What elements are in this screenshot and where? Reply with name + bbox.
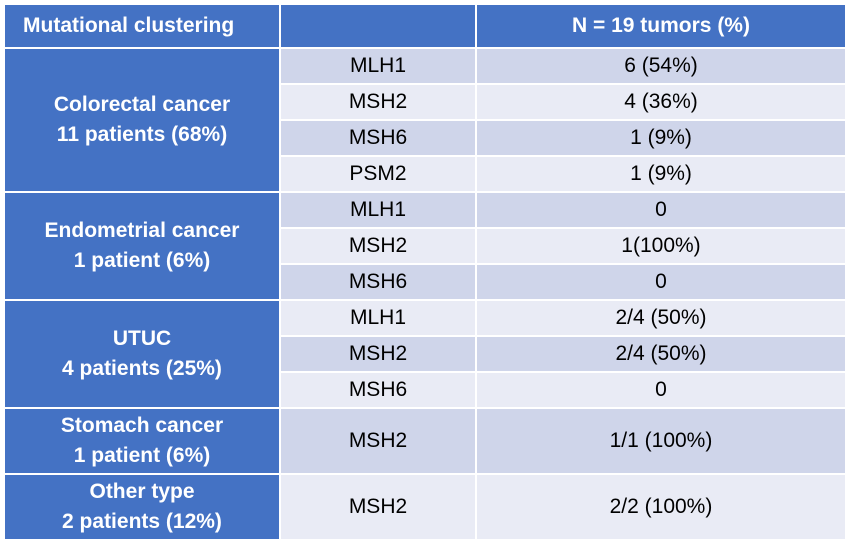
value-cell: 2/4 (50%) — [475, 335, 847, 373]
table-row: MSH6 0 — [4, 263, 847, 301]
value-cell: 0 — [475, 371, 847, 409]
group-name: Other type — [89, 479, 195, 503]
table-row: Colorectal cancer 11 patients (68%) MLH1… — [3, 47, 847, 193]
group-utuc: UTUC 4 patients (25%) — [3, 299, 281, 409]
gene-cell: MSH2 — [279, 335, 477, 373]
gene-cell: MSH6 — [279, 263, 477, 301]
value-cell: 4 (36%) — [475, 83, 847, 121]
group-endometrial-cancer: Endometrial cancer 1 patient (6%) — [3, 191, 281, 301]
table-row: Stomach cancer 1 patient (6%) MSH2 1/1 (… — [3, 407, 847, 475]
gene-cell: MSH2 — [279, 227, 477, 265]
group-other-type: Other type 2 patients (12%) — [3, 473, 281, 541]
gene-cell: MLH1 — [279, 47, 477, 85]
group-count: 1 patient (6%) — [73, 249, 211, 272]
table-row: PSM2 1 (9%) — [4, 155, 847, 193]
value-cell: 0 — [475, 263, 847, 301]
table-row: Other type 2 patients (12%) MSH2 2/2 (10… — [3, 473, 847, 541]
gene-cell: MLH1 — [279, 191, 477, 229]
table-row: MSH2 2/4 (50%) — [4, 335, 847, 373]
group-name: Endometrial cancer — [44, 218, 240, 242]
table-row: Endometrial cancer 1 patient (6%) MLH1 0 — [3, 191, 847, 301]
group-colorectal-cancer: Colorectal cancer 11 patients (68%) — [3, 47, 281, 193]
group-count: 4 patients (25%) — [62, 357, 222, 380]
group-count: 1 patient (6%) — [73, 444, 211, 467]
value-cell: 1/1 (100%) — [475, 407, 847, 475]
gene-cell: MLH1 — [279, 299, 477, 337]
gene-cell: PSM2 — [279, 155, 477, 193]
gene-cell: MSH2 — [279, 83, 477, 121]
value-cell: 1 (9%) — [475, 119, 847, 157]
group-name: Colorectal cancer — [53, 92, 231, 116]
table-row: MSH2 4 (36%) — [4, 83, 847, 121]
value-cell: 0 — [475, 191, 847, 229]
table-row: MSH2 1(100%) — [4, 227, 847, 265]
gene-cell: MSH6 — [279, 371, 477, 409]
mutational-clustering-table: Mutational clustering N = 19 tumors (%) … — [3, 3, 847, 541]
header-row: Mutational clustering N = 19 tumors (%) — [3, 3, 847, 49]
group-stomach-cancer: Stomach cancer 1 patient (6%) — [3, 407, 281, 475]
gene-cell: MSH2 — [279, 473, 477, 541]
value-cell: 1(100%) — [475, 227, 847, 265]
header-n-tumors: N = 19 tumors (%) — [475, 3, 847, 49]
table-row: UTUC 4 patients (25%) MLH1 2/4 (50%) — [3, 299, 847, 409]
header-mutational-clustering: Mutational clustering — [3, 3, 281, 49]
group-count: 2 patients (12%) — [62, 510, 222, 533]
group-name: Stomach cancer — [60, 413, 224, 437]
gene-cell: MSH6 — [279, 119, 477, 157]
value-cell: 6 (54%) — [475, 47, 847, 85]
gene-cell: MSH2 — [279, 407, 477, 475]
table-row: MSH6 1 (9%) — [4, 119, 847, 157]
value-cell: 2/4 (50%) — [475, 299, 847, 337]
header-gene — [279, 3, 477, 49]
value-cell: 2/2 (100%) — [475, 473, 847, 541]
group-count: 11 patients (68%) — [56, 123, 228, 146]
table-row: MSH6 0 — [4, 371, 847, 409]
value-cell: 1 (9%) — [475, 155, 847, 193]
group-name: UTUC — [112, 326, 172, 350]
